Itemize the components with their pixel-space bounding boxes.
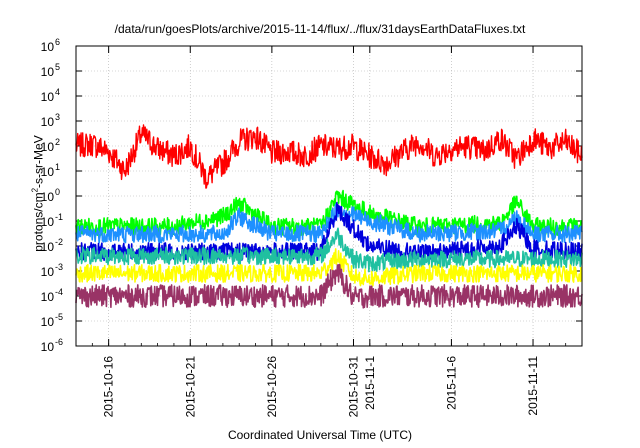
y-tick-label: 10: [41, 240, 55, 254]
y-tick-exponent: -6: [55, 337, 63, 347]
y-tick-exponent: -3: [55, 262, 63, 272]
y-tick-exponent: -4: [55, 287, 63, 297]
y-tick-label: 10: [41, 315, 55, 329]
y-tick-exponent: -2: [55, 237, 63, 247]
y-tick-exponent: 4: [55, 87, 60, 97]
y-tick-exponent: 1: [55, 162, 60, 172]
plot-frame: [75, 45, 583, 347]
y-tick-exponent: 3: [55, 112, 60, 122]
y-tick-exponent: 5: [55, 62, 60, 72]
series-line: [75, 202, 583, 244]
y-tick-label: 10: [41, 165, 55, 179]
y-tick-label: 10: [41, 190, 55, 204]
x-axis-label: Coordinated Universal Time (UTC): [227, 428, 413, 442]
y-tick-exponent: 2: [55, 137, 60, 147]
x-tick-label: 2015-10-16: [102, 356, 116, 418]
series-line: [75, 227, 583, 273]
x-tick-label: 2015-11-1: [363, 356, 377, 410]
x-tick-label: 2015-11-11: [526, 356, 540, 416]
y-tick-label: 10: [41, 115, 55, 129]
y-tick-exponent: 0: [55, 187, 60, 197]
y-tick-label: 10: [41, 40, 55, 54]
y-tick-label: 10: [41, 265, 55, 279]
series-line: [75, 263, 583, 309]
y-tick-exponent: 6: [55, 37, 60, 47]
x-tick-label: 2015-10-26: [265, 356, 279, 418]
y-tick-label: 10: [41, 215, 55, 229]
series-line: [75, 248, 583, 287]
y-tick-label: 10: [41, 140, 55, 154]
y-tick-exponent: -5: [55, 312, 63, 322]
x-tick-label: 2015-11-6: [444, 356, 458, 410]
x-tick-label: 2015-10-21: [183, 356, 197, 418]
y-tick-label: 10: [41, 90, 55, 104]
y-tick-label: 10: [41, 290, 55, 304]
series-line: [75, 124, 583, 189]
y-tick-label: 10: [41, 340, 55, 354]
x-tick-label: 2015-10-31: [346, 356, 360, 418]
chart-title: /data/run/goesPlots/archive/2015-11-14/f…: [114, 22, 526, 36]
y-tick-exponent: -1: [55, 212, 63, 222]
y-tick-label: 10: [41, 65, 55, 79]
